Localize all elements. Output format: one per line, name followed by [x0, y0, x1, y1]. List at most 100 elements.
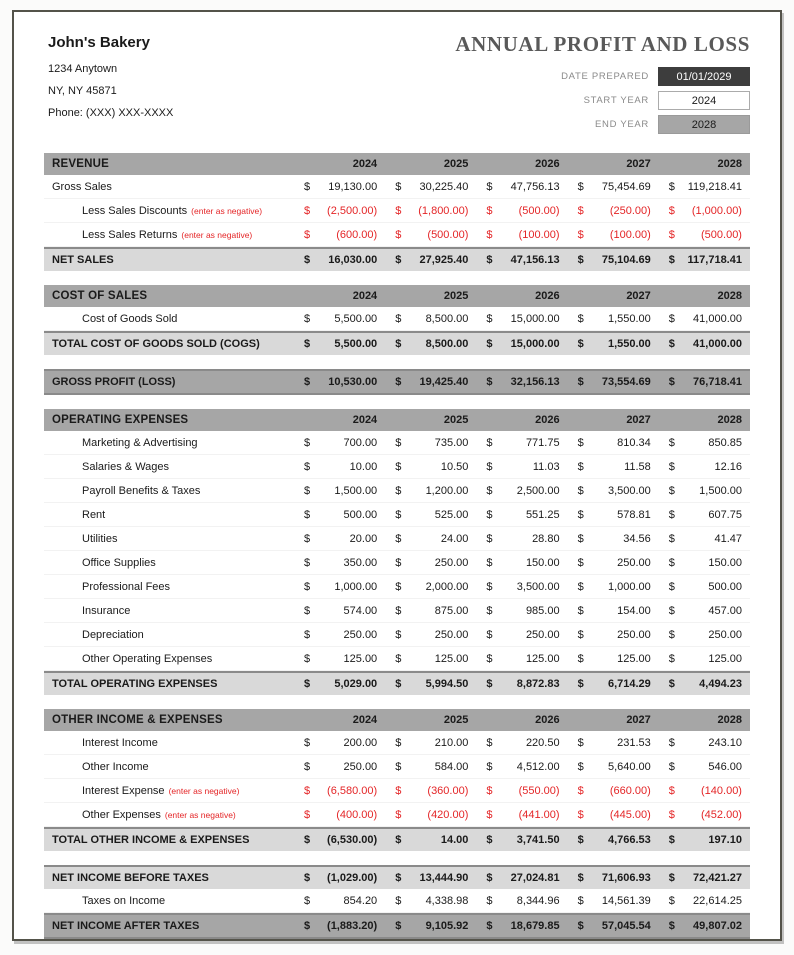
money-cell: $10.50: [385, 461, 476, 473]
dollar-sign: $: [668, 580, 675, 593]
table-row: Depreciation $250.00 $250.00 $250.00 $250.00…: [44, 623, 750, 647]
amount: 1,550.00: [607, 312, 651, 325]
row-label: Interest Income: [44, 737, 294, 749]
enter-as-negative-note: (enter as negative): [181, 229, 253, 240]
money-cell: $2,500.00: [476, 485, 567, 497]
profit-loss-sheet: John's Bakery 1234 Anytown NY, NY 45871 …: [12, 10, 782, 941]
amount: (360.00): [427, 784, 469, 797]
table-row: Gross Sales $19,130.00 $30,225.40 $47,756.1…: [44, 175, 750, 199]
money-cell: $4,494.23: [659, 678, 750, 690]
money-cell: $ (1,800.00): [385, 205, 476, 217]
amount: 231.53: [617, 736, 651, 749]
amount: 578.81: [617, 508, 651, 521]
amount: 197.10: [708, 834, 742, 846]
amount: 41.47: [714, 532, 742, 545]
amount: 12.16: [714, 460, 742, 473]
amount: 75,454.69: [601, 180, 651, 193]
dollar-sign: $: [304, 920, 311, 932]
year-header: 2025: [443, 290, 469, 302]
table-row: Office Supplies $350.00 $250.00 $150.00 $250…: [44, 551, 750, 575]
dollar-sign: $: [577, 556, 584, 569]
dollar-sign: $: [577, 808, 584, 821]
money-cell: $ (100.00): [476, 229, 567, 241]
money-cell: $4,338.98: [385, 895, 476, 907]
amount: 14.00: [440, 834, 469, 846]
row-label: Office Supplies: [44, 557, 294, 569]
dollar-sign: $: [577, 508, 584, 521]
year-header: 2026: [535, 414, 560, 426]
date-prepared-value[interactable]: 01/01/2029: [658, 67, 750, 86]
amount: (1,883.20): [327, 920, 378, 932]
dollar-sign: $: [486, 808, 493, 821]
amount: 41,000.00: [693, 312, 742, 325]
amount: 735.00: [434, 436, 469, 449]
amount: (550.00): [518, 784, 560, 797]
amount: 18,679.85: [510, 920, 560, 932]
money-cell: $125.00: [294, 653, 385, 665]
amount: (600.00): [336, 228, 378, 241]
dollar-sign: $: [668, 338, 675, 350]
dollar-sign: $: [486, 484, 493, 497]
row-label: NET INCOME AFTER TAXES: [44, 920, 294, 932]
company-address-line1: 1234 Anytown: [48, 63, 118, 75]
money-cell: $20.00: [294, 533, 385, 545]
row-label: Other Income: [44, 761, 294, 773]
enter-as-negative-note: (enter as negative): [168, 785, 240, 796]
money-cell: $250.00: [294, 629, 385, 641]
row-label-text: Office Supplies: [82, 556, 156, 569]
dollar-sign: $: [577, 784, 584, 797]
year-header: 2027: [626, 290, 651, 302]
row-label-text: Other Operating Expenses: [82, 652, 213, 665]
money-cell: $ (420.00): [385, 809, 476, 821]
amount: 250.00: [434, 556, 469, 569]
money-cell: $810.34: [568, 437, 659, 449]
dollar-sign: $: [577, 580, 584, 593]
amount: 125.00: [343, 652, 378, 665]
amount: 13,444.90: [419, 872, 469, 884]
end-year-value[interactable]: 2028: [658, 115, 750, 134]
amount: 1,000.00: [334, 580, 378, 593]
dollar-sign: $: [577, 484, 584, 497]
amount: 125.00: [708, 652, 742, 665]
section-block: COST OF SALES 2024 2025 2026 2027 2028 Cost of…: [44, 285, 750, 355]
amount: 32,156.13: [510, 376, 560, 388]
money-cell: $32,156.13: [476, 376, 567, 388]
total-row: NET SALES $16,030.00 $27,925.40 $47,156.13 $…: [44, 247, 750, 271]
amount: (140.00): [701, 784, 742, 797]
dollar-sign: $: [486, 228, 493, 241]
row-label-text: Less Sales Returns: [82, 228, 178, 241]
amount: 49,807.02: [693, 920, 742, 932]
amount: 250.00: [708, 628, 742, 641]
dollar-sign: $: [486, 436, 493, 449]
money-cell: $574.00: [294, 605, 385, 617]
money-cell: $4,512.00: [476, 761, 567, 773]
amount: (6,580.00): [327, 784, 378, 797]
start-year-value[interactable]: 2024: [658, 91, 750, 110]
money-cell: $ (445.00): [568, 809, 659, 821]
row-label-text: Interest Expense: [82, 784, 165, 797]
amount: 985.00: [525, 604, 560, 617]
end-year-label: END YEAR: [595, 119, 649, 130]
dollar-sign: $: [668, 532, 675, 545]
row-label-text: Cost of Goods Sold: [82, 312, 178, 325]
money-cell: $49,807.02: [659, 920, 750, 932]
amount: 9,105.92: [425, 920, 469, 932]
money-cell: $14.00: [385, 834, 476, 846]
money-cell: $14,561.39: [568, 895, 659, 907]
money-cell: $1,500.00: [294, 485, 385, 497]
row-label-text: Depreciation: [82, 628, 144, 641]
row-label: NET INCOME BEFORE TAXES: [44, 872, 294, 884]
amount: 20.00: [349, 532, 378, 545]
row-label: Payroll Benefits & Taxes: [44, 485, 294, 497]
money-cell: $ (6,530.00): [294, 834, 385, 846]
amount: 3,500.00: [516, 580, 560, 593]
dollar-sign: $: [395, 784, 402, 797]
dollar-sign: $: [668, 760, 675, 773]
enter-as-negative-note: (enter as negative): [164, 809, 236, 820]
amount: 607.75: [708, 508, 742, 521]
grand-total-row: NET INCOME AFTER TAXES $ (1,883.20) $9,105.…: [44, 913, 750, 939]
dollar-sign: $: [668, 920, 675, 932]
year-header: 2025: [443, 158, 469, 170]
row-label-text: NET INCOME AFTER TAXES: [52, 920, 200, 932]
